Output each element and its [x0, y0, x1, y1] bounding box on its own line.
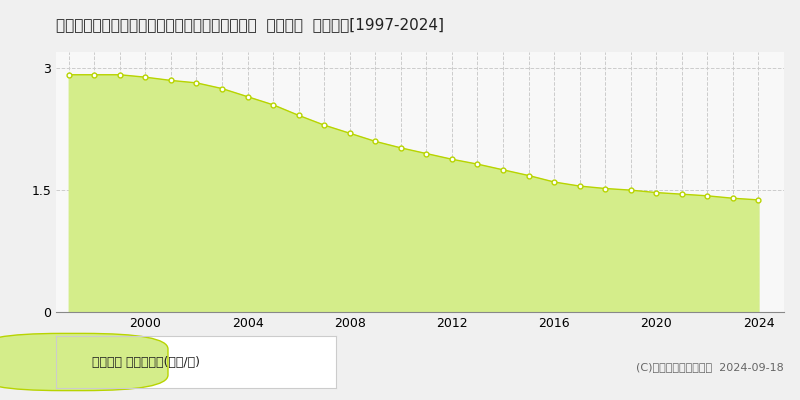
- Text: (C)土地価格ドットコム  2024-09-18: (C)土地価格ドットコム 2024-09-18: [636, 362, 784, 372]
- Text: 青森県下北郡風間浦村大字蛇浦字新釜谷２６番６  基準地価  地価推移[1997-2024]: 青森県下北郡風間浦村大字蛇浦字新釜谷２６番６ 基準地価 地価推移[1997-20…: [56, 17, 444, 32]
- Text: 基準地価 平均坪単価(万円/坪): 基準地価 平均坪単価(万円/坪): [93, 356, 200, 368]
- FancyBboxPatch shape: [0, 334, 168, 390]
